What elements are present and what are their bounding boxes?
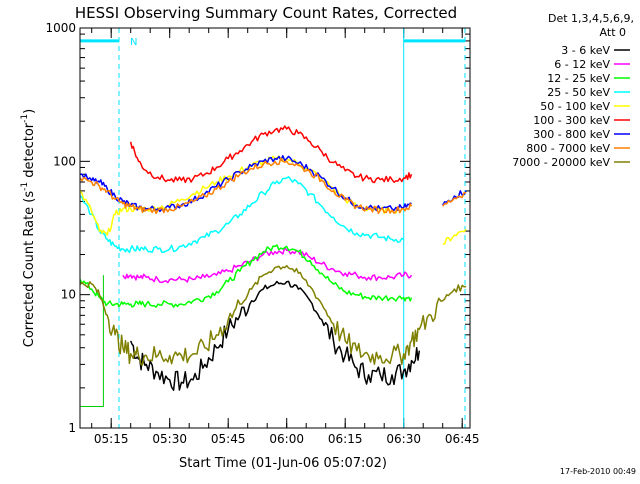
series-line [79, 155, 412, 213]
y-tick-label: 100 [53, 154, 76, 168]
x-tick-label: 06:45 [445, 432, 480, 446]
data-series [79, 125, 467, 391]
legend-label: 12 - 25 keV [547, 72, 610, 85]
series-line [79, 155, 404, 236]
legend-label: 25 - 50 keV [547, 86, 610, 99]
y-tick-label: 10 [61, 288, 76, 302]
series-line [130, 280, 421, 391]
y-axis-label-mid: detector [22, 122, 37, 182]
axis-ticks [80, 27, 470, 429]
series-line [442, 228, 467, 245]
series-line [122, 246, 413, 284]
x-tick-labels: 05:15 05:30 05:45 06:00 06:15 06:30 06:45 [94, 432, 480, 446]
x-tick-label: 05:15 [94, 432, 129, 446]
series-line [129, 125, 413, 184]
y-axis-label-sup2: -1 [20, 114, 30, 123]
series-line [442, 191, 467, 207]
legend-label: 100 - 300 keV [533, 114, 610, 127]
x-tick-label: 06:15 [328, 432, 363, 446]
series-line [79, 244, 413, 308]
plot-area [79, 27, 471, 429]
y-tick-labels: 1 10 100 1000 [45, 21, 76, 435]
y-axis-label: Corrected Count Rate (s-1 detector-1) [20, 109, 37, 347]
legend-label: 6 - 12 keV [554, 58, 610, 71]
legend-header-line1: Det 1,3,4,5,6,9, [548, 12, 634, 25]
saa-marker-label: N [130, 37, 137, 48]
legend-label: 300 - 800 keV [533, 128, 610, 141]
attenuator-trace-left [80, 275, 104, 407]
legend-header-line2: Att 0 [600, 26, 626, 39]
legend-label: 50 - 100 keV [540, 100, 610, 113]
x-tick-label: 06:00 [269, 432, 304, 446]
attenuator-overlay [80, 28, 466, 428]
legend-label: 7000 - 20000 keV [512, 156, 610, 169]
chart-title: HESSI Observing Summary Count Rates, Cor… [75, 4, 457, 22]
legend-label: 800 - 7000 keV [526, 142, 610, 155]
y-axis-label-main: Corrected Count Rate (s [22, 191, 37, 348]
y-tick-label: 1000 [45, 21, 76, 35]
plot-frame [79, 27, 471, 429]
x-tick-label: 05:30 [152, 432, 187, 446]
y-axis-label-sup1: -1 [20, 182, 30, 191]
series-line [442, 190, 467, 206]
legend-label: 3 - 6 keV [561, 44, 610, 57]
y-tick-label: 1 [68, 421, 76, 435]
x-tick-label: 06:30 [386, 432, 421, 446]
series-line [79, 176, 405, 254]
series-line [79, 264, 467, 366]
timestamp: 17-Feb-2010 00:49 [560, 467, 636, 476]
y-axis-label-end: ) [22, 109, 37, 114]
x-axis-label: Start Time (01-Jun-06 05:07:02) [179, 456, 387, 471]
x-tick-label: 05:45 [211, 432, 246, 446]
series-line [79, 157, 413, 215]
